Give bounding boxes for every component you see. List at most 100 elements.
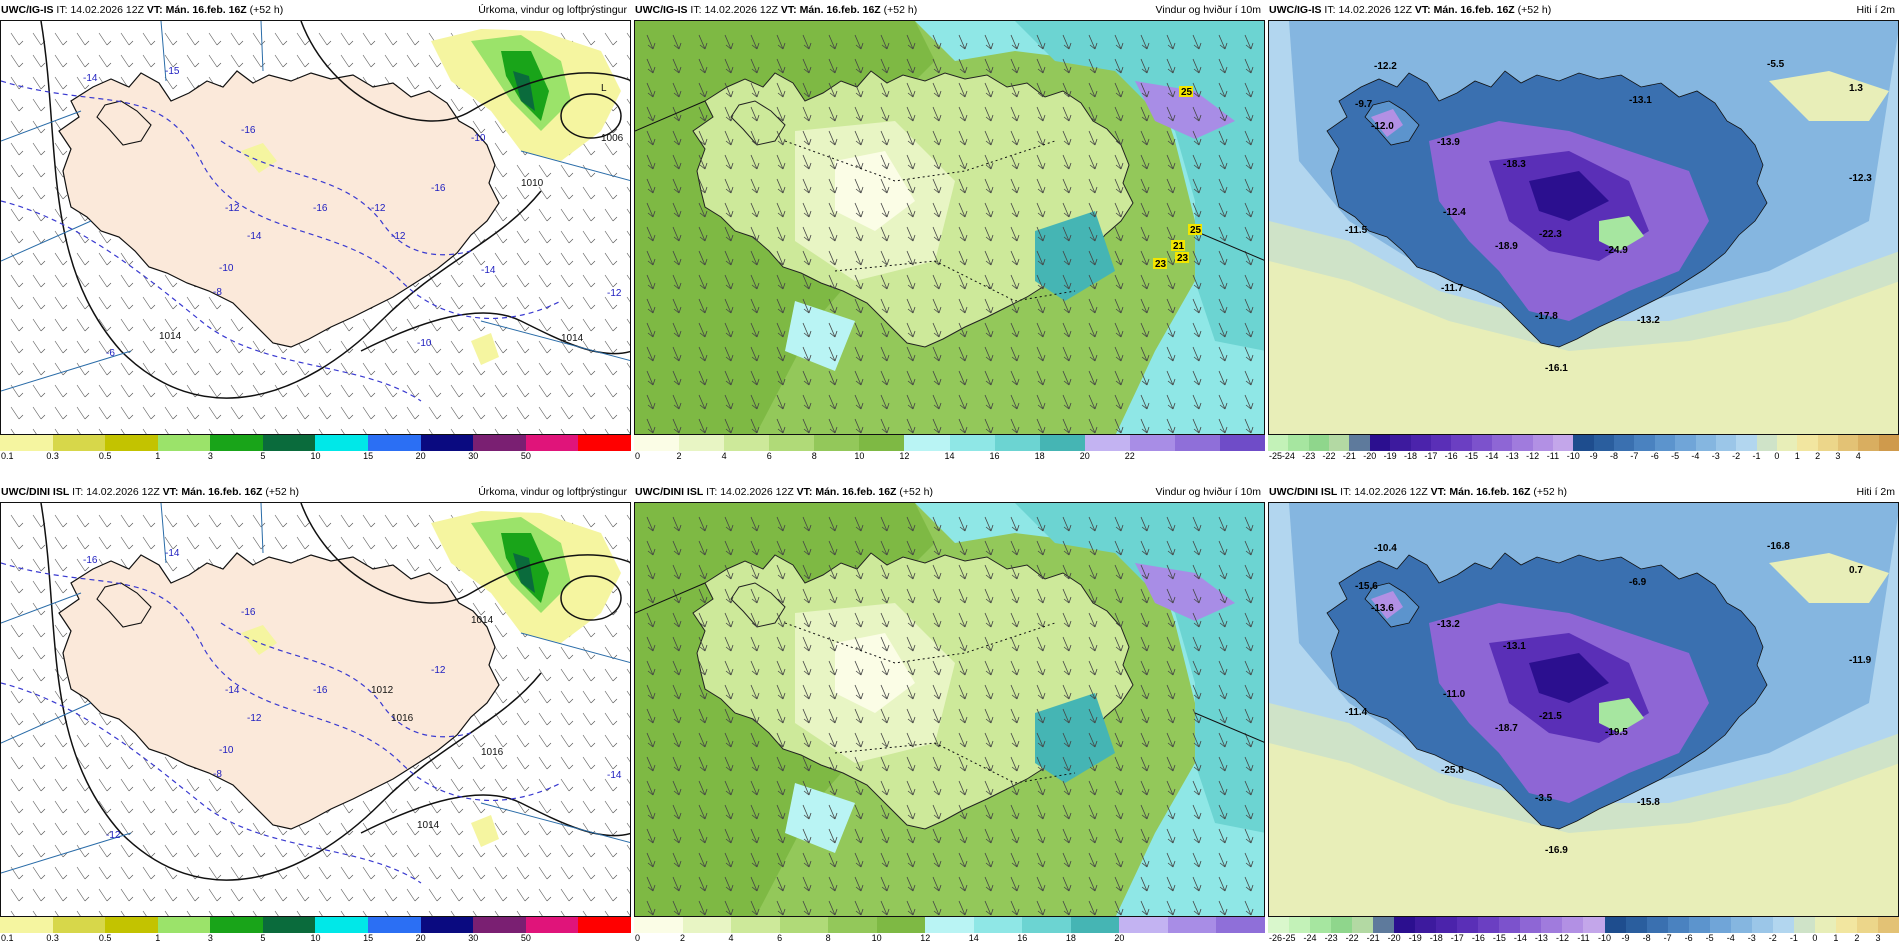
map-label: -11.7	[1441, 283, 1464, 294]
isotherms	[1, 80, 562, 402]
it-label: IT:	[1324, 4, 1336, 16]
scale-swatch	[634, 917, 683, 933]
scale-swatch	[1436, 917, 1458, 933]
model-name: UWC/DINI ISL	[1, 486, 70, 498]
scale-tick-label: -7	[1630, 451, 1639, 460]
map-label: -16.8	[1767, 541, 1790, 552]
scale-tick-label: -10	[1598, 933, 1612, 942]
scale-tick-label: 1	[1794, 451, 1800, 460]
model-name: UWC/IG-IS	[635, 4, 688, 16]
map-view[interactable]: 25 25 21 23 23	[634, 20, 1265, 435]
map-label: 1006	[601, 133, 624, 144]
forecast-panel-p6: UWC/DINI ISL IT: 14.02.2026 12Z VT: Mán.…	[1268, 482, 1899, 942]
scale-swatch	[525, 435, 579, 451]
scale-swatch	[105, 917, 158, 933]
scale-tick-label: -11	[1546, 451, 1560, 460]
map-view[interactable]: -12.2 -9.7 -12.0 -13.9 -13.1 -18.3 -12.4 -18.9 -…	[1268, 20, 1899, 435]
scale-tick-label: -17	[1450, 933, 1464, 942]
isotherms	[1, 562, 562, 884]
scale-tick-label: 18	[1065, 933, 1076, 942]
scale-tick-label: -3	[1711, 451, 1720, 460]
isobars	[40, 21, 630, 399]
scale-tick-label: 50	[520, 451, 531, 460]
map-label: -6	[106, 348, 115, 359]
map-label: -12.3	[1849, 173, 1872, 184]
map-label: -16	[313, 685, 328, 696]
scale-tick-label: -1	[1752, 451, 1761, 460]
scale-swatch	[1675, 435, 1696, 451]
scale-tick-label: 0	[1774, 451, 1780, 460]
scale-swatch	[578, 435, 631, 451]
color-scale	[0, 435, 631, 451]
map-label: -6.9	[1629, 577, 1647, 588]
scale-swatch	[1878, 435, 1899, 451]
it-label: IT:	[72, 486, 84, 498]
map-label: -10	[219, 745, 234, 756]
scale-tick-label: 3	[1835, 451, 1841, 460]
vt-value: Mán. 16.feb. 16Z	[1433, 4, 1515, 16]
scale-swatch	[1491, 435, 1513, 451]
scale-tick-label: 4	[721, 451, 727, 460]
scale-swatch	[1709, 917, 1731, 933]
scale-tick-label: 12	[899, 451, 910, 460]
scale-swatch	[1583, 917, 1605, 933]
scale-swatch	[1541, 917, 1563, 933]
scale-tick-label: -10	[1566, 451, 1580, 460]
panel-title: Úrkoma, vindur og loftþrýstingur	[478, 486, 627, 498]
map-view[interactable]	[634, 502, 1265, 917]
scale-swatch	[1390, 435, 1411, 451]
map-labels: -16 -14 -16 -16 -12 -14 -12 -10 -8 -12 -14 1016 1016…	[83, 548, 622, 841]
scale-swatch	[1814, 917, 1836, 933]
scale-tick-label: -21	[1366, 933, 1380, 942]
map-label: -10	[471, 133, 486, 144]
scale-swatch	[525, 917, 579, 933]
scale-tick-label: -12	[1555, 933, 1569, 942]
map-label: -10	[417, 338, 432, 349]
scale-swatch	[779, 917, 829, 933]
scale-tick-label: 10	[871, 933, 882, 942]
scale-swatch	[973, 917, 1023, 933]
scale-tick-label: -6	[1684, 933, 1693, 942]
scale-tick-label: -9	[1621, 933, 1630, 942]
scale-swatch	[1373, 917, 1395, 933]
map-label: -13.1	[1503, 641, 1526, 652]
scale-swatch	[828, 917, 877, 933]
scale-tick-label: -19	[1408, 933, 1422, 942]
scale-swatch	[1695, 435, 1716, 451]
map-label: L	[601, 83, 607, 94]
lead-time: (+52 h)	[883, 4, 918, 16]
scale-swatch	[682, 917, 732, 933]
warm-sea	[1769, 71, 1889, 121]
scale-tick-label: -4	[1726, 933, 1735, 942]
scale-swatch	[1167, 917, 1217, 933]
map-view[interactable]: -14 -15 -16 -16 -16 -12 -14 -10 -8 -6 -12 -14 -12 -10…	[0, 20, 631, 435]
map-view[interactable]: -16 -14 -16 -16 -12 -14 -12 -10 -8 -12 -14 1016 1016…	[0, 502, 631, 917]
map-label: -18.3	[1503, 159, 1526, 170]
panel-header: UWC/DINI ISL IT: 14.02.2026 12Z VT: Mán.…	[0, 482, 631, 502]
scale-tick-label: 15	[363, 933, 374, 942]
map-label: -12.2	[1374, 61, 1397, 72]
scale-swatch	[1856, 917, 1878, 933]
it-label: IT:	[1340, 486, 1352, 498]
scale-swatch	[1756, 435, 1777, 451]
scale-tick-label: 0	[1812, 933, 1818, 942]
map-view[interactable]: -10.4 -15.6 -13.6 -13.2 -6.9 -13.1 -11.0 -18.7 -…	[1268, 502, 1899, 917]
forecast-panel-p5: UWC/DINI ISL IT: 14.02.2026 12Z VT: Mán.…	[634, 482, 1265, 942]
scale-swatch	[1817, 435, 1839, 451]
scale-swatch	[1625, 917, 1647, 933]
panel-title: Vindur og hviður í 10m	[1155, 4, 1261, 16]
map-label: 25	[1190, 225, 1202, 236]
scale-tick-label: 10	[310, 933, 321, 942]
map-label: -15.6	[1355, 581, 1378, 592]
scale-swatch	[1331, 917, 1353, 933]
scale-swatch	[1451, 435, 1472, 451]
panel-title: Hiti í 2m	[1856, 4, 1895, 16]
scale-tick-label: -14	[1485, 451, 1499, 460]
map-label: 1016	[481, 747, 504, 758]
scale-swatch	[1039, 435, 1085, 451]
color-scale-ticks: 0 2 4 6 8 10 12 14 16 18 20 22	[634, 451, 1265, 460]
scale-tick-label: -8	[1610, 451, 1619, 460]
scale-swatch	[1410, 435, 1431, 451]
scale-swatch	[1022, 917, 1071, 933]
wind-arrows	[646, 34, 1254, 434]
